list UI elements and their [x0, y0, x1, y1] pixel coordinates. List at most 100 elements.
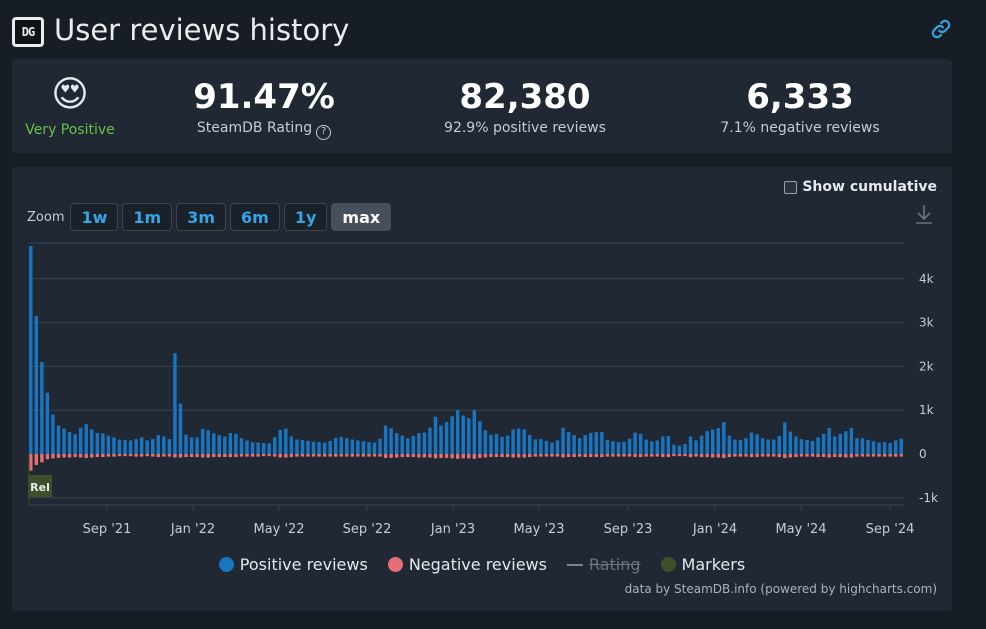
positive-bar[interactable] [62, 428, 66, 454]
negative-bar[interactable] [683, 454, 687, 457]
zoom-3m-button[interactable]: 3m [176, 203, 227, 231]
negative-bar[interactable] [877, 454, 881, 457]
positive-bar[interactable] [212, 433, 216, 454]
positive-bar[interactable] [306, 440, 310, 454]
positive-bar[interactable] [655, 440, 659, 454]
positive-bar[interactable] [51, 414, 55, 454]
negative-bar[interactable] [722, 454, 726, 458]
negative-bar[interactable] [350, 454, 355, 457]
negative-bar[interactable] [838, 454, 842, 458]
positive-bar[interactable] [539, 439, 543, 454]
positive-bar[interactable] [467, 418, 471, 454]
positive-bar[interactable] [455, 410, 460, 454]
positive-bar[interactable] [367, 442, 371, 454]
negative-bar[interactable] [278, 454, 282, 458]
positive-bar[interactable] [256, 442, 260, 454]
positive-bar[interactable] [261, 443, 266, 454]
negative-bar[interactable] [228, 454, 233, 458]
negative-bar[interactable] [528, 454, 532, 458]
negative-bar[interactable] [62, 454, 66, 458]
positive-bar[interactable] [234, 433, 238, 454]
negative-bar[interactable] [516, 454, 521, 458]
positive-bar[interactable] [622, 441, 626, 454]
positive-bar[interactable] [322, 442, 327, 454]
negative-bar[interactable] [239, 454, 244, 457]
positive-bar[interactable] [699, 435, 704, 454]
negative-bar[interactable] [245, 454, 249, 457]
negative-bar[interactable] [178, 454, 183, 458]
positive-bar[interactable] [577, 438, 582, 454]
negative-bar[interactable] [888, 454, 892, 457]
positive-bar[interactable] [605, 439, 610, 454]
zoom-1w-button[interactable]: 1w [70, 203, 119, 231]
negative-bar[interactable] [45, 454, 50, 460]
negative-bar[interactable] [450, 454, 454, 459]
negative-bar[interactable] [805, 454, 809, 457]
negative-bar[interactable] [855, 454, 859, 457]
negative-bar[interactable] [771, 454, 776, 457]
positive-bar[interactable] [844, 431, 848, 454]
negative-bar[interactable] [461, 454, 465, 459]
positive-bar[interactable] [139, 437, 144, 454]
positive-bar[interactable] [162, 436, 166, 454]
negative-bar[interactable] [217, 454, 221, 458]
positive-bar[interactable] [566, 432, 571, 454]
negative-bar[interactable] [500, 454, 504, 458]
negative-bar[interactable] [783, 454, 787, 458]
negative-bar[interactable] [295, 454, 299, 457]
positive-bar[interactable] [433, 416, 438, 454]
positive-bar[interactable] [295, 439, 299, 454]
negative-bar[interactable] [256, 454, 260, 457]
positive-bar[interactable] [123, 439, 127, 454]
negative-bar[interactable] [300, 454, 305, 457]
positive-bar[interactable] [677, 445, 682, 454]
positive-bar[interactable] [600, 432, 604, 454]
positive-bar[interactable] [134, 439, 138, 454]
positive-bar[interactable] [372, 442, 377, 454]
positive-bar[interactable] [688, 436, 693, 454]
negative-bar[interactable] [505, 454, 510, 458]
checkbox-box[interactable] [784, 180, 798, 194]
positive-bar[interactable] [200, 429, 205, 454]
positive-bar[interactable] [760, 438, 765, 454]
positive-bar[interactable] [361, 441, 366, 454]
positive-bar[interactable] [328, 440, 332, 454]
positive-bar[interactable] [561, 427, 565, 454]
negative-bar[interactable] [688, 454, 693, 458]
positive-bar[interactable] [738, 439, 743, 454]
negative-bar[interactable] [600, 454, 604, 458]
positive-bar[interactable] [832, 436, 837, 454]
negative-bar[interactable] [738, 454, 743, 457]
negative-bar[interactable] [583, 454, 587, 458]
negative-bar[interactable] [494, 454, 499, 458]
positive-bar[interactable] [350, 439, 355, 454]
negative-bar[interactable] [428, 454, 432, 458]
positive-bar[interactable] [289, 436, 294, 454]
negative-bar[interactable] [411, 454, 416, 458]
negative-bar[interactable] [311, 454, 316, 457]
negative-bar[interactable] [577, 454, 582, 457]
positive-bar[interactable] [866, 439, 870, 454]
positive-bar[interactable] [167, 439, 172, 454]
positive-bar[interactable] [821, 433, 826, 454]
negative-bar[interactable] [134, 454, 138, 457]
negative-bar[interactable] [794, 454, 798, 458]
negative-bar[interactable] [123, 454, 127, 457]
negative-bar[interactable] [572, 454, 576, 458]
positive-bar[interactable] [67, 432, 72, 454]
positive-bar[interactable] [849, 428, 854, 454]
negative-bar[interactable] [156, 454, 161, 458]
negative-bar[interactable] [106, 454, 111, 457]
positive-bar[interactable] [151, 439, 155, 454]
negative-bar[interactable] [195, 454, 199, 458]
positive-bar[interactable] [90, 429, 94, 454]
negative-bar[interactable] [661, 454, 665, 458]
positive-bar[interactable] [783, 422, 787, 454]
negative-bar[interactable] [328, 454, 332, 457]
negative-bar[interactable] [544, 454, 549, 457]
positive-bar[interactable] [311, 441, 316, 454]
negative-bar[interactable] [821, 454, 826, 458]
negative-bar[interactable] [439, 454, 443, 458]
zoom-1m-button[interactable]: 1m [122, 203, 173, 231]
positive-bar[interactable] [827, 428, 831, 454]
